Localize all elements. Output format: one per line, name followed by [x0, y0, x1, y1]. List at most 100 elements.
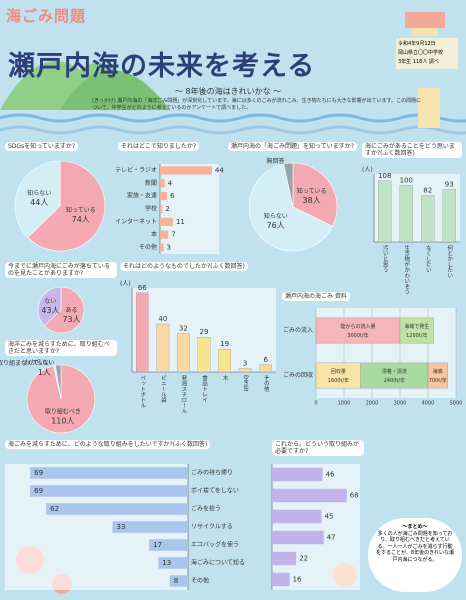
info-line: 3年生 118人 調べ [398, 58, 456, 67]
bar-segment [316, 318, 400, 343]
badge: 海ごみ問題 [6, 5, 86, 26]
category-label: 本 [151, 230, 157, 238]
segment-value: 1200t/年 [406, 332, 427, 339]
bar [46, 503, 188, 515]
value-label: 19 [220, 340, 229, 348]
chart-title: 瀬戸内海の海ごみ 資料 [282, 292, 350, 301]
value-label: 13 [162, 559, 171, 567]
category-label: 家族・友達 [127, 192, 157, 200]
segment-value: 1600t/年 [328, 377, 349, 384]
title: 瀬戸内海の未来を考える [8, 44, 315, 83]
value-label: 46 [326, 471, 335, 479]
bar [136, 293, 148, 372]
value-label: 47 [327, 534, 336, 542]
category-label: その他 [263, 375, 270, 393]
chart-title: これから、どういう取り組みが必要ですか? [272, 440, 364, 456]
category-label: 学校 [145, 205, 157, 213]
value-label: 69 [34, 469, 43, 477]
wave [0, 127, 466, 133]
bar [239, 368, 251, 372]
category-label: エコバッグを使う [191, 541, 239, 549]
category-label: 木 [222, 374, 229, 382]
segment-name: 回収量 [331, 368, 346, 375]
bar [218, 349, 230, 372]
segment-value: 2400t/年 [384, 377, 405, 384]
bar-segment [428, 363, 448, 388]
pie-value-label: 73人 [62, 315, 80, 324]
category-label: インターネット [115, 217, 157, 225]
bar [170, 575, 188, 587]
value-label: 66 [138, 284, 147, 292]
bar [272, 531, 324, 544]
value-label: 2 [165, 205, 169, 213]
category-label: その他 [139, 243, 157, 251]
category-label: 生き物がかわいそう [403, 244, 410, 295]
chart-title: 今までに瀬戸内海にごみが落ちているのを見たことがありますか? [5, 262, 117, 278]
summary: 〜まとめ〜 多くの人が海ごみ問題を知っており、取り組むべきだと考えている。一人一… [368, 518, 462, 592]
y-axis-label: (人) [362, 167, 373, 174]
value-label: 62 [50, 505, 59, 513]
value-label: 7 [171, 231, 175, 239]
pie-label: ある [66, 307, 78, 314]
bar [177, 334, 189, 372]
value-label: 8 [174, 577, 178, 585]
category-label: ごみの持ち帰り [191, 469, 233, 477]
info-box: 令和4年9月12日 岡山県立〇〇中学校 3年生 118人 調べ [396, 38, 458, 69]
value-label: 40 [158, 315, 167, 323]
bar [400, 185, 413, 242]
x-tick-label: 3000 [394, 401, 407, 407]
pie-value-label: 1人 [38, 368, 51, 377]
pie-label: わからない [24, 359, 54, 366]
pie-label: 無回答 [267, 157, 285, 165]
subtitle: 〜 8年後の海はきれいかな 〜 [175, 86, 281, 97]
bar [160, 205, 162, 213]
bar [160, 231, 168, 239]
value-label: 68 [350, 492, 359, 500]
category-label: ごみを拾う [191, 505, 221, 513]
pie-value-label: 110人 [51, 416, 74, 425]
chart-title: SDGsを知っていますか? [5, 142, 78, 151]
category-label: ビニール袋 [160, 374, 167, 404]
value-label: 4 [168, 179, 173, 187]
value-label: 22 [299, 555, 308, 563]
lighthouse [405, 12, 445, 28]
plot-area [272, 464, 360, 590]
x-tick-label: 1000 [338, 401, 351, 407]
value-label: 17 [153, 541, 162, 549]
value-label: 69 [34, 487, 43, 495]
pie-value-label: 43人 [41, 306, 59, 315]
summary-text: 多くの人が海ごみ問題を知っており、取り組むべきだと考えている。一人一人がごみを減… [376, 531, 454, 564]
bar-segment [316, 363, 361, 388]
x-tick-label: 2000 [366, 401, 379, 407]
category-label: ペットボトル [139, 375, 146, 409]
segment-value: 3000t/年 [347, 332, 368, 339]
chart-title: それはどこで知りましたか? [118, 142, 199, 151]
wave [0, 115, 466, 121]
bar [421, 196, 434, 242]
value-label: 33 [117, 523, 126, 531]
category-label: 汚いと思う [382, 244, 389, 273]
value-label: 16 [293, 576, 302, 584]
category-label: 新聞 [145, 179, 157, 187]
bar [272, 468, 323, 481]
info-line: 岡山県立〇〇中学校 [398, 49, 456, 58]
bar [30, 485, 188, 497]
pie-label: 知っている [66, 206, 96, 214]
value-label: 45 [325, 513, 334, 521]
category-label: テレビ・ラジオ [115, 166, 157, 174]
bar [443, 189, 456, 242]
poster: 知っている74人知らない44人44テレビ・ラジオ4新聞6家族・友達2学校11イン… [0, 0, 466, 600]
bar [160, 179, 165, 187]
bar [260, 365, 272, 372]
pie-label: ない [44, 298, 56, 305]
bar [160, 218, 173, 226]
bar [160, 166, 212, 174]
bar [272, 573, 290, 586]
y-axis-label: (人) [120, 281, 131, 288]
pie-value-label: 38人 [303, 196, 321, 205]
bar [272, 489, 347, 502]
segment-name: 海域で発生 [404, 323, 429, 330]
chart-title: 瀬戸内海の「海ごみ問題」を知っていますか? [228, 142, 357, 151]
category-label: なくしたい [425, 245, 432, 273]
category-label: ごみの回収 [283, 371, 313, 379]
